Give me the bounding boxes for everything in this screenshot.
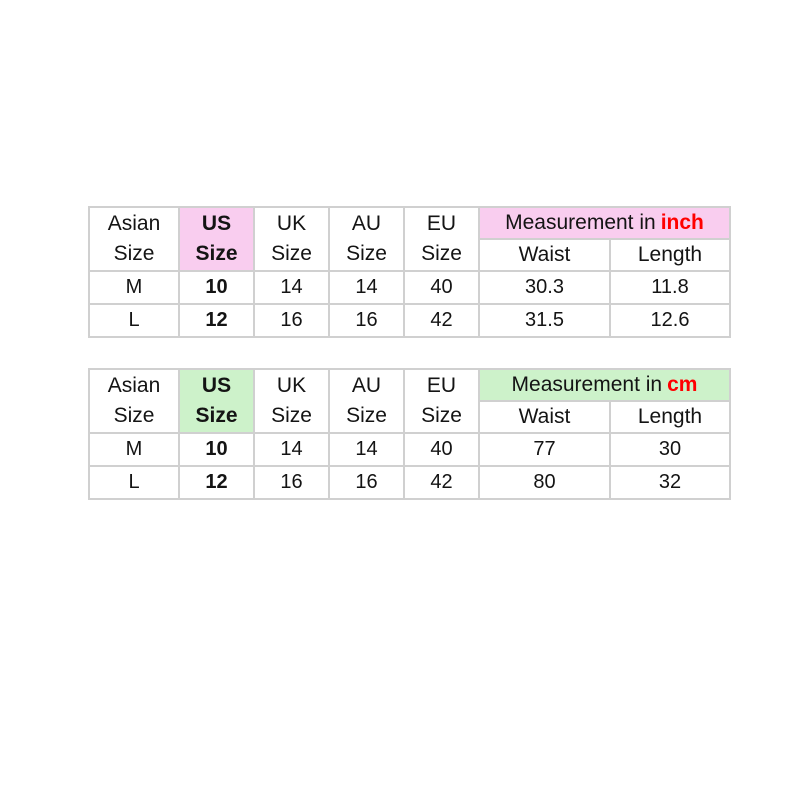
header-measurement-inch: Measurement in inch <box>478 206 731 240</box>
header-length: Length <box>609 400 731 434</box>
cell-us-size: 10 <box>178 432 255 467</box>
header-uk-size: UK Size <box>253 368 330 434</box>
header-uk-size: UK Size <box>253 206 330 272</box>
header-eu-size: EU Size <box>403 206 480 272</box>
cell-uk-size: 14 <box>253 270 330 305</box>
cell-uk-size: 14 <box>253 432 330 467</box>
measurement-prefix-label: Measurement in <box>505 211 656 234</box>
header-us-size: US Size <box>178 206 255 272</box>
cell-eu-size: 40 <box>403 270 480 305</box>
cell-asian-size: M <box>88 270 180 305</box>
header-waist: Waist <box>478 238 611 272</box>
cell-length: 30 <box>609 432 731 467</box>
cell-waist: 31.5 <box>478 303 611 338</box>
cell-length: 32 <box>609 465 731 500</box>
header-waist: Waist <box>478 400 611 434</box>
cell-us-size: 12 <box>178 303 255 338</box>
cell-asian-size: L <box>88 465 180 500</box>
header-au-size: AU Size <box>328 206 405 272</box>
header-asian-size: Asian Size <box>88 368 180 434</box>
cell-waist: 30.3 <box>478 270 611 305</box>
table-row-m: M 10 14 14 40 77 30 <box>88 432 731 467</box>
measurement-unit-label: inch <box>660 211 704 234</box>
cell-waist: 80 <box>478 465 611 500</box>
header-asian-size: Asian Size <box>88 206 180 272</box>
cell-au-size: 14 <box>328 270 405 305</box>
header-length: Length <box>609 238 731 272</box>
header-au-size: AU Size <box>328 368 405 434</box>
cell-asian-size: M <box>88 432 180 467</box>
header-measurement-cm: Measurement in cm <box>478 368 731 402</box>
cell-waist: 77 <box>478 432 611 467</box>
measurement-unit-label: cm <box>667 373 698 396</box>
cell-us-size: 10 <box>178 270 255 305</box>
header-row-top: Asian Size US Size UK Size AU Size EU Si… <box>88 368 731 434</box>
table-row-m: M 10 14 14 40 30.3 11.8 <box>88 270 731 305</box>
cell-length: 11.8 <box>609 270 731 305</box>
cell-eu-size: 40 <box>403 432 480 467</box>
cell-eu-size: 42 <box>403 465 480 500</box>
cell-uk-size: 16 <box>253 303 330 338</box>
size-table-inch: Asian Size US Size UK Size AU Size EU Si… <box>88 206 731 338</box>
size-table-cm: Asian Size US Size UK Size AU Size EU Si… <box>88 368 731 500</box>
cell-au-size: 16 <box>328 303 405 338</box>
cell-au-size: 14 <box>328 432 405 467</box>
cell-length: 12.6 <box>609 303 731 338</box>
cell-uk-size: 16 <box>253 465 330 500</box>
header-row-sub: Waist Length <box>89 238 731 272</box>
cell-us-size: 12 <box>178 465 255 500</box>
cell-au-size: 16 <box>328 465 405 500</box>
table-row-l: L 12 16 16 42 80 32 <box>88 465 731 500</box>
header-eu-size: EU Size <box>403 368 480 434</box>
header-row-sub: Waist Length <box>89 400 731 434</box>
measurement-prefix-label: Measurement in <box>511 373 663 396</box>
cell-eu-size: 42 <box>403 303 480 338</box>
size-charts-container: Asian Size US Size UK Size AU Size EU Si… <box>88 206 731 500</box>
cell-asian-size: L <box>88 303 180 338</box>
header-us-size: US Size <box>178 368 255 434</box>
table-row-l: L 12 16 16 42 31.5 12.6 <box>88 303 731 338</box>
header-row-top: Asian Size US Size UK Size AU Size EU Si… <box>88 206 731 272</box>
